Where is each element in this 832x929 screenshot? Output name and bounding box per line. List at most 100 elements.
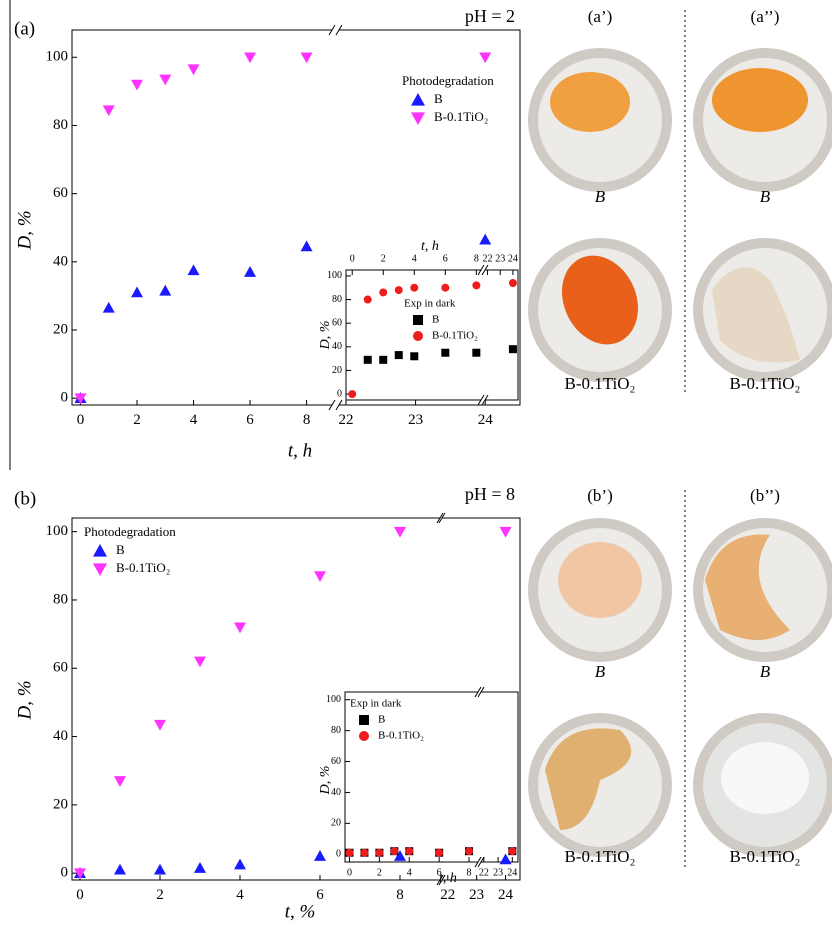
data-point bbox=[395, 351, 403, 359]
data-point bbox=[405, 847, 413, 855]
data-point bbox=[472, 349, 480, 357]
x-tick-label: 8 bbox=[303, 412, 311, 428]
y-tick-label: 60 bbox=[53, 185, 68, 201]
x-tick-label: 24 bbox=[498, 887, 514, 903]
x-axis-label: t, % bbox=[285, 901, 316, 922]
x-tick-label: 0 bbox=[76, 887, 84, 903]
x-tick-label: 22 bbox=[338, 412, 353, 428]
data-point bbox=[441, 349, 449, 357]
data-point bbox=[395, 286, 403, 294]
legend-label: B-0.1TiO₂ bbox=[434, 109, 488, 124]
legend-label: B bbox=[116, 542, 125, 557]
data-point bbox=[390, 847, 398, 855]
legend-title: Exp in dark bbox=[350, 698, 402, 710]
photo-label: (a’’) bbox=[751, 7, 780, 26]
photo-label: (b’) bbox=[587, 486, 612, 505]
photo-caption: B bbox=[595, 187, 606, 206]
legend-marker bbox=[413, 315, 423, 325]
photo bbox=[693, 713, 832, 857]
data-point bbox=[360, 849, 368, 857]
data-point bbox=[375, 849, 383, 857]
x-tick-label: 2 bbox=[156, 887, 164, 903]
photo bbox=[528, 238, 672, 382]
legend-label: B bbox=[432, 314, 439, 326]
y-tick-label: 20 bbox=[332, 365, 342, 376]
legend-label: B-0.1TiO₂ bbox=[378, 730, 424, 742]
photo-caption: B-0.1TiO₂ bbox=[565, 374, 636, 393]
data-point bbox=[441, 284, 449, 292]
data-point bbox=[345, 849, 353, 857]
y-axis-label: D, % bbox=[14, 210, 35, 250]
y-tick-label: 0 bbox=[336, 849, 341, 860]
annotation: pH = 8 bbox=[465, 484, 515, 504]
photo bbox=[528, 713, 672, 857]
x-tick-label: 4 bbox=[190, 412, 198, 428]
data-point bbox=[410, 284, 418, 292]
y-tick-label: 20 bbox=[331, 818, 341, 829]
x-tick-label: 24 bbox=[508, 253, 518, 264]
y-tick-label: 60 bbox=[53, 660, 68, 676]
photo-caption: B-0.1TiO₂ bbox=[730, 374, 801, 393]
plot-frame bbox=[345, 692, 518, 862]
y-tick-label: 40 bbox=[53, 728, 68, 744]
data-point bbox=[410, 352, 418, 360]
legend-label: B bbox=[434, 91, 443, 106]
photo-caption: B bbox=[760, 187, 771, 206]
photo bbox=[528, 48, 672, 192]
photo-label: (a’) bbox=[588, 7, 613, 26]
x-tick-label: 8 bbox=[467, 867, 472, 878]
x-tick-label: 0 bbox=[77, 412, 85, 428]
y-tick-label: 80 bbox=[53, 591, 68, 607]
data-point bbox=[465, 847, 473, 855]
y-axis-label: D, % bbox=[318, 766, 333, 796]
x-tick-label: 24 bbox=[478, 412, 494, 428]
x-tick-label: 8 bbox=[474, 253, 479, 264]
legend-label: B-0.1TiO₂ bbox=[432, 330, 478, 342]
y-tick-label: 40 bbox=[332, 341, 342, 352]
photo-area: (a’) (a’’) B B B-0.1TiO₂ B-0.1TiO₂ (b’) … bbox=[528, 7, 832, 870]
y-tick-label: 80 bbox=[332, 294, 342, 305]
photo-caption: B-0.1TiO₂ bbox=[730, 847, 801, 866]
y-tick-label: 0 bbox=[61, 390, 69, 406]
x-tick-label: 2 bbox=[381, 253, 386, 264]
x-tick-label: 23 bbox=[495, 253, 505, 264]
data-point bbox=[348, 390, 356, 398]
x-tick-label: 24 bbox=[507, 867, 517, 878]
x-tick-label: 23 bbox=[469, 887, 484, 903]
x-tick-label: 23 bbox=[408, 412, 423, 428]
y-tick-label: 100 bbox=[46, 523, 69, 539]
legend-title: Photodegradation bbox=[84, 524, 176, 539]
y-tick-label: 0 bbox=[61, 865, 69, 881]
legend-marker bbox=[413, 331, 423, 341]
x-tick-label: 4 bbox=[412, 253, 417, 264]
photo-label: (b’’) bbox=[750, 486, 780, 505]
legend-label: B bbox=[378, 714, 385, 726]
y-tick-label: 100 bbox=[46, 49, 69, 65]
photo-caption: B bbox=[760, 662, 771, 681]
data-point bbox=[472, 281, 480, 289]
x-axis-label: t, h bbox=[288, 440, 312, 461]
x-tick-label: 22 bbox=[479, 867, 489, 878]
x-tick-label: 22 bbox=[483, 253, 493, 264]
y-tick-label: 20 bbox=[53, 796, 68, 812]
y-tick-label: 60 bbox=[332, 317, 342, 328]
data-point bbox=[379, 288, 387, 296]
y-tick-label: 80 bbox=[331, 725, 341, 736]
x-tick-label: 6 bbox=[443, 253, 448, 264]
panel-label: (a) bbox=[14, 18, 35, 39]
panel-label: (b) bbox=[14, 488, 36, 509]
legend-label: B-0.1TiO₂ bbox=[116, 560, 170, 575]
x-tick-label: 4 bbox=[407, 867, 412, 878]
data-point bbox=[379, 356, 387, 364]
figure: (a’) (a’’) B B B-0.1TiO₂ B-0.1TiO₂ (b’) … bbox=[0, 0, 832, 929]
x-tick-label: 0 bbox=[350, 253, 355, 264]
data-point bbox=[364, 356, 372, 364]
legend-title: Exp in dark bbox=[404, 298, 456, 310]
data-point bbox=[509, 279, 517, 287]
annotation: pH = 2 bbox=[465, 6, 515, 26]
y-axis-label: D, % bbox=[14, 680, 35, 720]
legend-marker bbox=[359, 715, 369, 725]
data-point bbox=[435, 849, 443, 857]
x-tick-label: 23 bbox=[493, 867, 503, 878]
y-tick-label: 100 bbox=[327, 270, 342, 281]
